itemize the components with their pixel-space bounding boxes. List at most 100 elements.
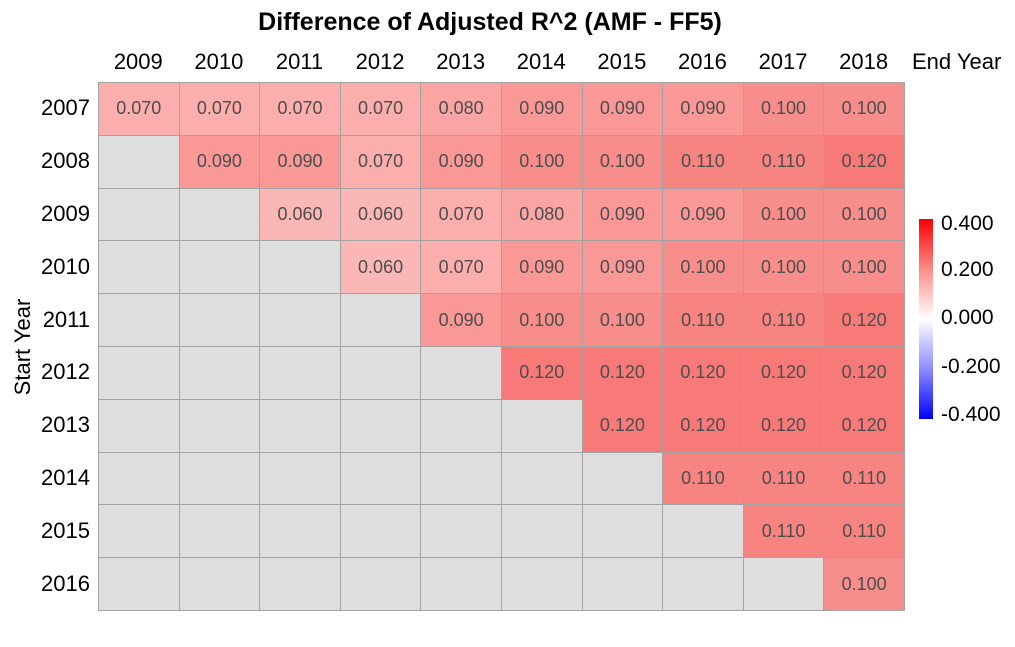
heatmap-cell: 0.100 [824,188,905,242]
x-tick-label: 2016 [677,49,727,74]
heatmap-cell: 0.100 [743,83,825,136]
heatmap-cell: 0.090 [582,188,664,242]
heatmap-cell: 0.110 [824,505,905,559]
heatmap-cell [663,505,744,559]
colorbar-tick-label: 0.200 [941,258,994,281]
y-axis-title: Start Year [10,298,35,396]
heatmap-cell [99,135,180,189]
heatmap-cell: 0.120 [824,294,905,347]
heatmap-cell [340,558,422,611]
heatmap-cell [421,346,502,400]
colorbar-tick-label: -0.400 [941,403,1001,426]
heatmap-cell: 0.120 [743,399,825,453]
heatmap-cell: 0.110 [743,505,825,559]
heatmap-cell [501,452,583,506]
heatmap-cell [582,505,664,559]
heatmap-cell [179,505,261,559]
colorbar-tick-label: -0.200 [941,355,1001,378]
heatmap-cell: 0.120 [501,346,583,400]
x-tick-label: 2017 [758,49,808,74]
heatmap-cell: 0.070 [99,83,180,136]
heatmap-cell [260,452,341,506]
heatmap-cell: 0.120 [743,346,825,400]
heatmap-cell [99,188,180,242]
heatmap-cell [582,558,664,611]
x-axis-tick-labels: 2009 2010 2011 2012 2013 2014 2015 2016 2017 2018 [98,48,904,76]
heatmap-cell: 0.070 [260,83,341,136]
y-axis-tick-labels: 2007 2008 2009 2010 2011 2012 2013 2014 2015 2016 [0,82,90,610]
heatmap-cell: 0.110 [743,452,825,506]
heatmap-cell: 0.090 [421,135,502,189]
heatmap-cell: 0.080 [421,83,502,136]
heatmap-cell [179,558,261,611]
heatmap-cell [501,399,583,453]
heatmap-cell: 0.100 [663,241,744,295]
heatmap-cell [179,294,261,347]
heatmap-cell: 0.110 [743,294,825,347]
y-tick-label: 2008 [41,148,90,174]
x-tick-label: 2010 [194,49,244,74]
x-tick-label: 2014 [516,49,566,74]
heatmap-cell: 0.110 [663,452,744,506]
heatmap-cell: 0.070 [179,83,261,136]
heatmap-cell [582,452,664,506]
heatmap-cell: 0.070 [340,135,422,189]
heatmap-cell [421,399,502,453]
x-tick-label: 2011 [275,49,324,74]
heatmap-cell: 0.090 [421,294,502,347]
heatmap-cell: 0.090 [501,241,583,295]
y-tick-label: 2013 [41,412,90,438]
heatmap-cell [99,399,180,453]
heatmap-cell [99,346,180,400]
heatmap-cell [340,505,422,559]
x-tick-label: 2013 [436,49,486,74]
heatmap-cell [179,399,261,453]
heatmap-cell: 0.110 [663,135,744,189]
heatmap-cell: 0.060 [340,188,422,242]
heatmap-cell: 0.100 [582,294,664,347]
heatmap-cell: 0.120 [663,346,744,400]
heatmap-cell [743,558,825,611]
heatmap-cell [260,399,341,453]
y-tick-label: 2010 [41,253,90,279]
x-tick-label: 2018 [839,49,889,74]
heatmap-cell: 0.110 [663,294,744,347]
heatmap-cell: 0.100 [582,135,664,189]
x-tick-label: 2012 [355,49,405,74]
x-tick-label: 2015 [597,49,647,74]
heatmap-cell [663,558,744,611]
heatmap-cell [179,188,261,242]
heatmap-cell [340,452,422,506]
heatmap-cell [179,346,261,400]
heatmap-cell: 0.100 [501,135,583,189]
heatmap-grid: 0.070 0.070 0.070 0.070 0.080 0.090 0.090 0.090… [98,82,905,611]
heatmap-cell: 0.090 [179,135,261,189]
heatmap-cell [99,558,180,611]
heatmap-cell: 0.120 [663,399,744,453]
heatmap-cell [99,294,180,347]
heatmap-cell [260,558,341,611]
heatmap-cell [501,558,583,611]
heatmap-cell: 0.090 [582,241,664,295]
heatmap-cell: 0.090 [663,83,744,136]
heatmap-cell [260,346,341,400]
heatmap-cell: 0.100 [824,241,905,295]
heatmap-cell [421,452,502,506]
heatmap-cell: 0.090 [582,83,664,136]
heatmap-cell: 0.120 [824,135,905,189]
y-tick-label: 2016 [41,570,90,596]
heatmap-cell [340,346,422,400]
heatmap-cell [260,505,341,559]
y-tick-label: 2015 [41,517,90,543]
heatmap-cell: 0.070 [421,188,502,242]
heatmap-cell: 0.090 [260,135,341,189]
heatmap-cell [260,294,341,347]
heatmap-cell: 0.060 [260,188,341,242]
colorbar-gradient [919,219,933,419]
heatmap-cell: 0.100 [743,241,825,295]
heatmap-cell: 0.120 [824,399,905,453]
heatmap-cell: 0.070 [421,241,502,295]
colorbar-tick-label: 0.400 [941,212,994,235]
heatmap-cell: 0.120 [582,399,664,453]
heatmap-cell: 0.100 [501,294,583,347]
